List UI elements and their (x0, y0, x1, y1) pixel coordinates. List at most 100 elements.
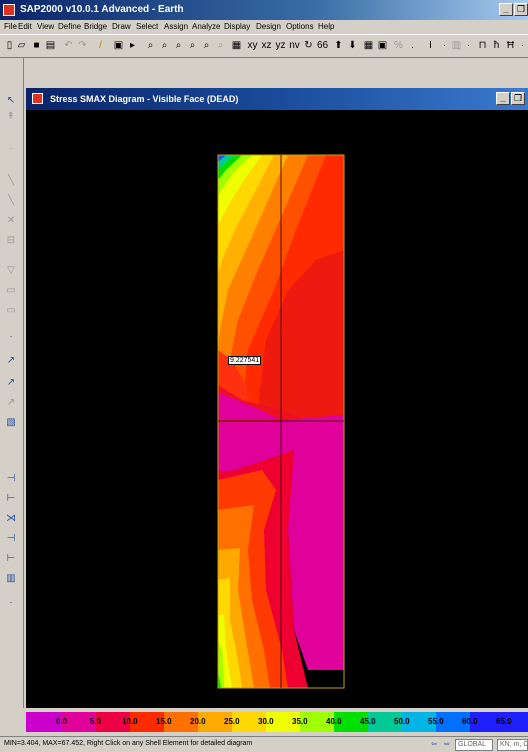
zoom-window-icon[interactable]: ⌕ (147, 40, 154, 51)
dropdown-arrow-icon[interactable]: · (520, 40, 525, 51)
menu-edit[interactable]: Edit (18, 22, 32, 31)
frame-icon[interactable]: ⊓ (478, 40, 487, 51)
perspective-icon[interactable]: 66 (316, 40, 329, 51)
quick-area-icon[interactable]: ▭ (6, 305, 16, 316)
legend-swatch (62, 712, 96, 732)
menu-help[interactable]: Help (318, 22, 335, 31)
legend-swatch (300, 712, 334, 732)
menu-design[interactable]: Design (256, 22, 281, 31)
menu-draw[interactable]: Draw (112, 22, 131, 31)
draw-frame-icon[interactable]: ╲ (7, 175, 15, 186)
menu-analyze[interactable]: Analyze (192, 22, 221, 31)
menu-view[interactable]: View (37, 22, 55, 31)
menu-define[interactable]: Define (58, 22, 82, 31)
pointer-icon[interactable]: ↖ (6, 95, 16, 106)
clear-selection-icon[interactable]: ↗ (6, 397, 16, 408)
value-tag: 9.227541 (228, 356, 262, 365)
zoom-restore-icon[interactable]: ⌕ (161, 40, 168, 51)
legend-label: 20.0 (190, 717, 206, 726)
solid-icon[interactable]: · (9, 331, 13, 342)
restore-button[interactable]: ❐ (514, 3, 528, 16)
minimize-button[interactable]: _ (499, 3, 513, 16)
assign-section-icon[interactable]: ▥ (6, 573, 16, 584)
undo-icon[interactable]: ↶ (64, 40, 73, 51)
run-icon[interactable]: ▸ (129, 40, 136, 51)
dropdown-arrow-icon[interactable]: . (411, 40, 414, 51)
menu-file[interactable]: File (4, 22, 17, 31)
print-icon[interactable]: ▤ (45, 40, 56, 51)
intersecting-line-icon[interactable]: ▧ (6, 417, 16, 428)
legend-swatch (266, 712, 300, 732)
forces-icon[interactable]: ▥ (451, 40, 462, 51)
zoom-in-icon[interactable]: ⌕ (175, 40, 182, 51)
view-xy-icon[interactable]: xy (247, 40, 258, 51)
view-yz-icon[interactable]: yz (275, 40, 286, 51)
zoom-out-icon[interactable]: ⌕ (189, 40, 196, 51)
refresh-icon[interactable]: / (99, 40, 102, 51)
stress-contour-plot[interactable] (26, 110, 528, 708)
menu-assign[interactable]: Assign (164, 22, 189, 31)
3d-view-icon[interactable]: ▦ (231, 40, 242, 51)
main-toolbar: ▯ ▱ ■ ▤ ↶ ↷ / ▣ ▸ ⌕ ⌕ ⌕ ⌕ ⌕ ⌕ ▦ xy xz yz… (0, 34, 528, 58)
prev-view-icon[interactable]: ⇦ (431, 741, 437, 748)
select-all-icon[interactable]: ↗ (6, 355, 16, 366)
legend-swatch (436, 712, 470, 732)
menu-options[interactable]: Options (286, 22, 314, 31)
view-nv-icon[interactable]: nv (289, 40, 300, 51)
next-view-icon[interactable]: ⇨ (444, 741, 450, 748)
legend-label: 50.0 (394, 717, 410, 726)
diagram-restore-button[interactable]: ❐ (511, 92, 525, 105)
lock-icon[interactable]: ▣ (113, 40, 124, 51)
percent-icon[interactable]: % (394, 40, 403, 51)
draw-area-icon[interactable]: ▽ (7, 265, 15, 276)
new-model-icon[interactable]: ▯ (6, 40, 13, 51)
assign-spring-icon[interactable]: ⊢ (6, 493, 16, 504)
more-tools-icon[interactable]: · (9, 597, 13, 608)
legend-label: 45.0 (360, 717, 376, 726)
shell-icon[interactable]: ħ (493, 40, 500, 51)
assign-temp-icon[interactable]: ⊢ (6, 553, 16, 564)
assign-load-icon[interactable]: ⊣ (6, 533, 16, 544)
draw-point-icon[interactable]: · (9, 143, 13, 154)
legend-label: 60.0 (462, 717, 478, 726)
rect-area-icon[interactable]: ▭ (6, 285, 16, 296)
pan-icon[interactable]: ⌕ (203, 40, 210, 51)
menu-select[interactable]: Select (136, 22, 159, 31)
menu-bridge[interactable]: Bridge (84, 22, 108, 31)
menu-display[interactable]: Display (224, 22, 251, 31)
legend-swatch (470, 712, 528, 732)
rotate-icon[interactable]: ↻ (304, 40, 313, 51)
legend-label: 30.0 (258, 717, 274, 726)
deformed-shape-icon[interactable]: I (429, 40, 432, 51)
link-icon[interactable]: Ħ (506, 40, 515, 51)
dropdown-arrow-icon[interactable]: · (442, 40, 447, 51)
assign-restraint-icon[interactable]: ⊣ (6, 473, 16, 484)
grid-icon[interactable]: ▦ (363, 40, 374, 51)
view-xz-icon[interactable]: xz (261, 40, 272, 51)
legend-swatch (198, 712, 232, 732)
get-previous-icon[interactable]: ↗ (6, 377, 16, 388)
object-shrink-icon[interactable]: ▣ (377, 40, 388, 51)
legend-label: 0.0 (56, 717, 68, 726)
redo-icon[interactable]: ↷ (78, 40, 87, 51)
legend-label: 55.0 (428, 717, 444, 726)
assign-release-icon[interactable]: ⋊ (6, 513, 16, 524)
secondary-icon[interactable]: ⊟ (6, 235, 16, 246)
quick-frame-icon[interactable]: ╲ (7, 195, 15, 206)
app-title-bar: SAP2000 v10.0.1 Advanced - Earth _ ❐ (0, 0, 528, 20)
zoom-prev-icon[interactable]: ⌕ (217, 40, 224, 51)
diagram-minimize-button[interactable]: _ (496, 92, 510, 105)
legend-swatch (402, 712, 436, 732)
down-arrow-icon[interactable]: ⬇ (348, 40, 357, 51)
units-select[interactable]: KN, m, C (497, 739, 528, 751)
diagram-window-icon (32, 93, 43, 104)
reshape-icon[interactable]: ↟ (6, 111, 16, 122)
dropdown-arrow-icon[interactable]: · (466, 40, 471, 51)
brace-icon[interactable]: ✕ (6, 215, 16, 226)
save-icon[interactable]: ■ (33, 40, 40, 51)
legend-label: 65.0 (496, 717, 512, 726)
diagram-canvas[interactable]: 9.227541 (26, 110, 528, 708)
coord-system-select[interactable]: GLOBAL (455, 739, 493, 751)
open-icon[interactable]: ▱ (17, 40, 26, 51)
up-arrow-icon[interactable]: ⬆ (334, 40, 343, 51)
